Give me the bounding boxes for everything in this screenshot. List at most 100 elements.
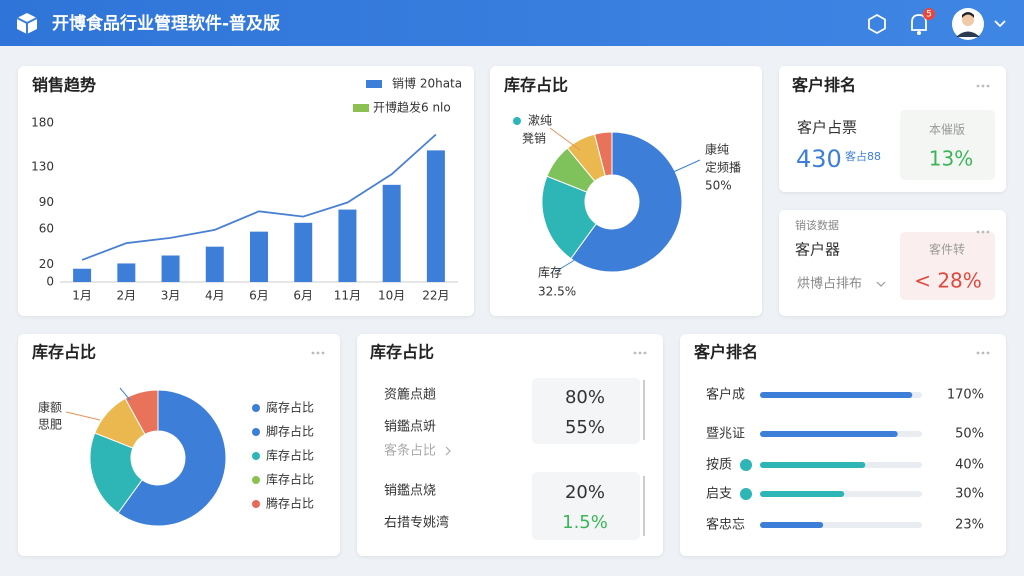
- app-title: 开博食品行业管理软件-普及版: [52, 13, 280, 34]
- annotation: 康额: [38, 400, 62, 415]
- kpi-sub: 客占88: [845, 149, 881, 163]
- more-dot[interactable]: [638, 351, 642, 355]
- card-title: 客户排名: [694, 343, 758, 362]
- legend-swatch: [366, 80, 382, 88]
- more-dot[interactable]: [976, 84, 980, 88]
- annotation: 康纯: [705, 142, 729, 157]
- notification-icon[interactable]: [911, 14, 927, 35]
- more-dot[interactable]: [986, 84, 990, 88]
- user-menu-chevron[interactable]: [994, 20, 1006, 28]
- kpi-value: 430: [796, 145, 842, 173]
- bar: [338, 209, 357, 282]
- card: [18, 334, 340, 556]
- annotation: 32.5%: [538, 285, 576, 299]
- more-dot[interactable]: [316, 351, 320, 355]
- header-bar: [0, 0, 1024, 46]
- more-dot[interactable]: [986, 351, 990, 355]
- value-label: 170%: [947, 388, 984, 403]
- row-label: 按质: [706, 458, 732, 473]
- link-chevron[interactable]: [445, 446, 451, 456]
- more-dot[interactable]: [976, 351, 980, 355]
- value-label: 50%: [955, 427, 984, 442]
- row-value: 80%: [565, 387, 605, 408]
- avatar[interactable]: [952, 8, 984, 40]
- row-label: 暨兆证: [706, 427, 745, 442]
- legend-label: 开博趋发6 nlo: [373, 100, 451, 115]
- x-tick-label: 10月: [378, 289, 405, 303]
- row-label: 客忠忘: [706, 517, 745, 533]
- pie-slice: [593, 131, 613, 177]
- row-label: 客户成: [706, 387, 745, 403]
- settings-icon[interactable]: [868, 13, 886, 35]
- value-box: [532, 472, 640, 540]
- leader-line: [65, 411, 101, 421]
- progress-bar: [760, 491, 845, 497]
- pie-slice: [117, 389, 227, 527]
- y-tick-label: 90: [39, 195, 54, 209]
- pie-slice: [124, 389, 159, 436]
- kpi-box-value: < 28%: [914, 269, 982, 293]
- more-dot[interactable]: [643, 351, 647, 355]
- kpi-caption: 销该数据: [795, 218, 839, 232]
- card: [18, 66, 474, 316]
- leader-line: [554, 257, 579, 273]
- bar: [117, 263, 136, 282]
- row-value: 1.5%: [562, 512, 608, 533]
- more-dot[interactable]: [633, 351, 637, 355]
- progress-bar: [760, 392, 913, 398]
- progress-bar: [760, 431, 898, 437]
- card-title: 库存占比: [504, 76, 568, 95]
- row-label: 右措专姚湾: [384, 515, 449, 531]
- list-link[interactable]: 客条占比: [384, 443, 436, 459]
- legend-label: 腐存占比: [266, 400, 314, 415]
- progress-bar: [760, 462, 866, 468]
- legend-dot: [252, 404, 260, 412]
- bar: [161, 255, 180, 282]
- value-box: [532, 378, 640, 444]
- legend-dot: [252, 428, 260, 436]
- x-tick-label: 6月: [293, 289, 313, 303]
- more-dot[interactable]: [986, 230, 990, 234]
- more-dot[interactable]: [311, 351, 315, 355]
- more-dot[interactable]: [321, 351, 325, 355]
- more-dot[interactable]: [981, 230, 985, 234]
- bar: [250, 231, 268, 282]
- more-dot[interactable]: [976, 230, 980, 234]
- progress-marker: [740, 459, 752, 471]
- kpi-box-label: 客件转: [929, 242, 965, 257]
- card: [490, 66, 762, 316]
- leader-line: [549, 127, 581, 151]
- card: [680, 334, 1006, 556]
- kpi-label: 客户器: [795, 241, 840, 259]
- row-label: 资簏点趟: [384, 388, 436, 403]
- kpi-box: [900, 232, 995, 300]
- leader-line: [659, 159, 701, 179]
- annotation: 库存: [538, 265, 562, 280]
- pie-slice: [89, 432, 143, 514]
- bar: [426, 150, 445, 282]
- y-tick-label: 180: [31, 116, 54, 130]
- y-tick-label: 60: [39, 222, 54, 236]
- value-label: 30%: [955, 487, 984, 502]
- row-value: 20%: [565, 482, 605, 503]
- legend-label: 销博 20hata: [392, 76, 462, 91]
- more-dot[interactable]: [981, 351, 985, 355]
- line: [81, 133, 437, 261]
- legend-label: 库存占比: [266, 448, 314, 463]
- row-label: 销鑑点烧: [384, 483, 436, 499]
- annotation: 定频播: [705, 160, 741, 175]
- bar: [205, 246, 224, 282]
- dropdown[interactable]: 烘博占排布: [797, 277, 862, 292]
- pie-slice: [541, 175, 597, 260]
- y-tick-label: 130: [31, 160, 54, 174]
- legend-swatch: [353, 104, 369, 112]
- card-title: 客户排名: [792, 76, 856, 95]
- legend-label: 库存占比: [266, 472, 314, 487]
- more-dot[interactable]: [981, 84, 985, 88]
- dropdown-chevron[interactable]: [876, 281, 886, 287]
- kpi-box-label: 本催版: [929, 123, 965, 137]
- row-label: 销鑑点竔: [384, 419, 436, 435]
- card-title: 库存占比: [32, 343, 96, 362]
- row-value: 55%: [565, 417, 605, 438]
